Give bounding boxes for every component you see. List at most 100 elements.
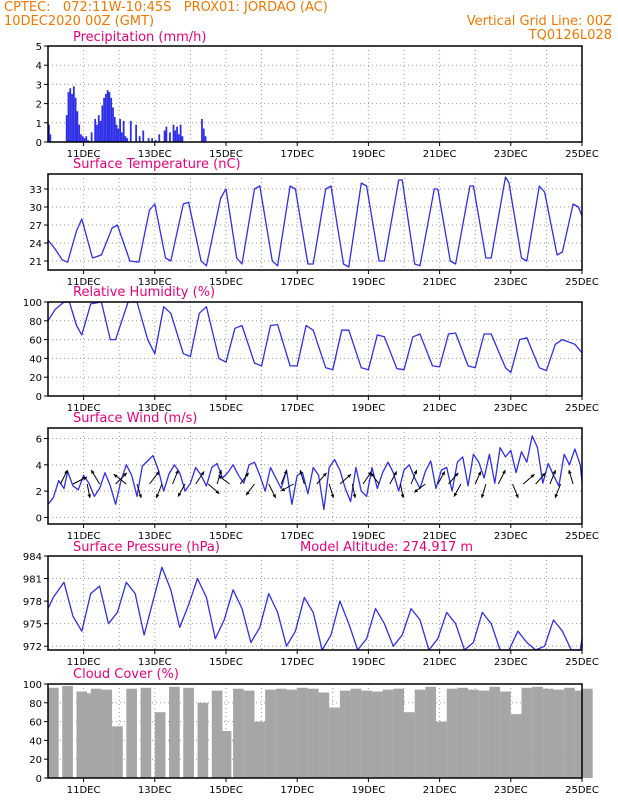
precip-bar xyxy=(76,111,79,142)
rh-series-line xyxy=(47,301,583,374)
precip-title: Precipitation (mm/h) xyxy=(73,30,206,45)
wind-vector-head xyxy=(347,474,352,478)
precip-bar xyxy=(204,136,207,142)
cloud-xtick-label: 25DEC xyxy=(565,785,599,796)
precip-bar xyxy=(99,120,102,142)
precip-bar xyxy=(94,118,97,142)
wind-vector-head xyxy=(281,487,286,491)
cloud-bar xyxy=(307,688,319,778)
pressure-xtick-label: 23DEC xyxy=(494,657,528,668)
pressure-ytick-label: 984 xyxy=(23,552,42,563)
header-model-code: TQ0126L028 xyxy=(528,28,612,43)
cloud-bar xyxy=(382,689,394,778)
cloud-bar xyxy=(532,686,543,778)
precip-bar xyxy=(181,136,184,142)
precip-bar xyxy=(85,136,88,142)
rh-xtick-label: 19DEC xyxy=(352,403,386,414)
rh-xtick-label: 15DEC xyxy=(209,403,243,414)
precip-panel: 0 1 2 3 4 5 11DEC 13DEC 15DEC 17DEC 19DEC 21DEC 23DE… xyxy=(36,30,599,160)
precip-bar xyxy=(179,124,182,142)
temp-ytick-label: 21 xyxy=(29,257,42,268)
wind-vector-head xyxy=(480,494,485,498)
rh-ytick-label: 20 xyxy=(29,373,42,384)
wind-panel: 0 2 4 6 11DEC 13DEC 15DEC 17DEC 19DEC 21DEC 23DEC 2… xyxy=(36,411,599,542)
precip-ytick-label: 2 xyxy=(36,100,42,111)
precip-ytick-label: 3 xyxy=(36,80,42,91)
cloud-frame xyxy=(47,683,583,779)
wind-xtick-label: 13DEC xyxy=(138,531,172,542)
precip-xtick-label: 21DEC xyxy=(423,149,457,160)
precip-bar xyxy=(96,124,98,142)
cloud-bar xyxy=(500,691,511,778)
precip-bar xyxy=(97,115,100,142)
precip-bar xyxy=(201,118,203,142)
cloud-bar xyxy=(211,690,223,778)
precip-ytick-label: 5 xyxy=(36,42,42,53)
cloud-xtick-label: 19DEC xyxy=(352,785,386,796)
cloud-bar xyxy=(254,721,266,778)
wind-vector-head xyxy=(218,470,223,474)
temp-xtick-label: 17DEC xyxy=(280,277,314,288)
cloud-bar xyxy=(436,721,447,778)
wind-xtick-label: 25DEC xyxy=(565,531,599,542)
wind-vector-head xyxy=(554,494,559,498)
cloud-bar xyxy=(220,731,232,778)
cloud-bar xyxy=(62,685,73,778)
cloud-bar xyxy=(371,691,383,778)
cloud-title: Cloud Cover (%) xyxy=(73,667,179,682)
precip-ytick-label: 4 xyxy=(36,61,42,72)
pressure-frame xyxy=(47,555,583,651)
precip-bar xyxy=(110,97,113,142)
temp-ytick-label: 33 xyxy=(29,185,42,196)
cloud-ytick-label: 20 xyxy=(29,755,42,766)
wind-xtick-label: 19DEC xyxy=(352,531,386,542)
precip-bar xyxy=(90,132,93,142)
cloud-bar xyxy=(414,689,426,778)
rh-xtick-label: 17DEC xyxy=(280,403,314,414)
cloud-xtick-label: 13DEC xyxy=(138,785,172,796)
cloud-bar xyxy=(265,689,276,778)
wind-vector-head xyxy=(367,471,372,476)
wind-vector-head xyxy=(64,470,68,474)
cloud-ytick-label: 80 xyxy=(29,699,42,710)
precip-bar xyxy=(120,132,123,142)
wind-xtick-label: 11DEC xyxy=(67,531,101,542)
cloud-bar xyxy=(275,688,287,778)
precip-bar xyxy=(165,126,168,142)
wind-vector-head xyxy=(155,494,160,498)
wind-vector-head xyxy=(393,471,397,476)
temp-xtick-label: 19DEC xyxy=(352,277,386,288)
precip-bar xyxy=(142,130,145,142)
precip-bar xyxy=(104,94,107,142)
temp-frame xyxy=(47,173,583,271)
precip-bar xyxy=(72,86,75,142)
precip-bar xyxy=(138,136,141,142)
precip-bar xyxy=(176,126,178,142)
precip-bar xyxy=(87,140,89,142)
cloud-bar xyxy=(197,702,209,778)
cloud-bar xyxy=(140,687,152,778)
temp-ytick-label: 27 xyxy=(29,221,42,232)
wind-xtick-label: 23DEC xyxy=(494,531,528,542)
precip-bar xyxy=(147,138,150,142)
cloud-bar xyxy=(350,688,362,778)
cloud-bar xyxy=(318,692,330,778)
precip-bar xyxy=(115,124,118,142)
wind-vector-head xyxy=(218,475,223,480)
header-grid-note: Vertical Grid Line: 00Z xyxy=(466,14,612,29)
header-run-time: 10DEC2020 00Z (GMT) xyxy=(4,14,155,29)
wind-vector-head xyxy=(82,476,87,481)
cloud-bar xyxy=(233,688,244,778)
wind-xtick-label: 21DEC xyxy=(423,531,457,542)
wind-vector-head xyxy=(400,494,405,498)
precip-bar xyxy=(48,124,50,142)
cloud-bar xyxy=(489,686,501,778)
cloud-bar xyxy=(76,691,88,778)
precip-bar xyxy=(106,90,109,142)
precip-bar xyxy=(49,134,52,142)
precip-bar xyxy=(71,94,73,142)
cloud-ytick-label: 100 xyxy=(23,680,42,691)
precip-bar xyxy=(69,88,72,142)
wind-vector-head xyxy=(568,470,572,474)
pressure-xtick-label: 25DEC xyxy=(565,657,599,668)
